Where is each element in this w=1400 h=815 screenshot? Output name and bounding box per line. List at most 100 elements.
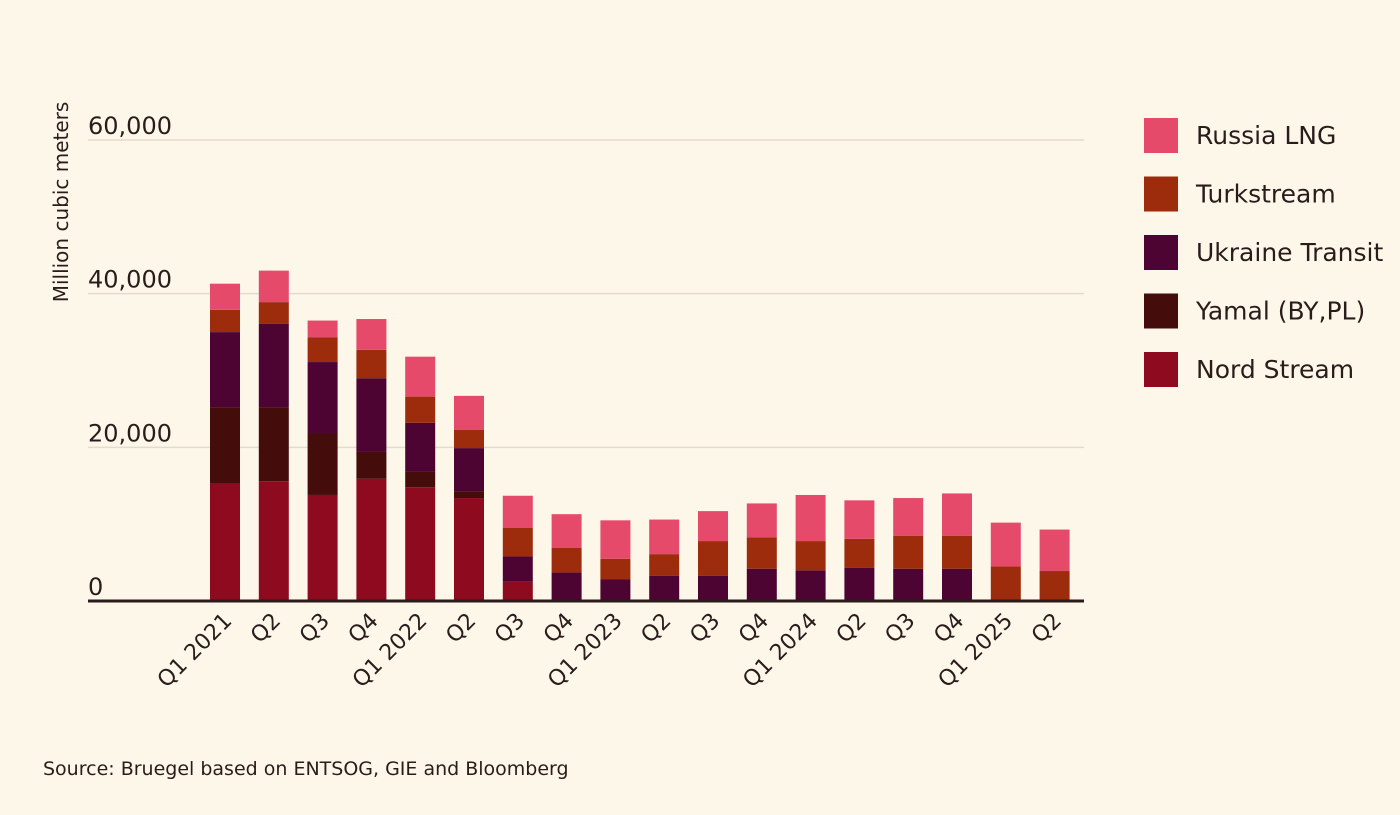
- bar-segment: [649, 575, 680, 601]
- legend-swatch: [1144, 235, 1178, 270]
- x-tick-label: Q2: [246, 609, 286, 649]
- bar-segment: [990, 566, 1021, 601]
- x-tick-label: Q3: [490, 609, 530, 649]
- y-tick-label: 0: [88, 573, 103, 601]
- bar-segment: [307, 362, 338, 434]
- bar-segment: [649, 519, 680, 555]
- legend-label: Yamal (BY,PL): [1195, 297, 1365, 326]
- bar-segment: [698, 511, 728, 542]
- bar-segment: [746, 568, 777, 601]
- bar-segment: [795, 541, 826, 571]
- bar-segment: [942, 568, 972, 601]
- x-tick-label: Q3: [881, 609, 921, 649]
- x-tick-label: Q2: [441, 609, 481, 649]
- bar-segment: [405, 471, 436, 488]
- bar-segment: [698, 541, 728, 576]
- x-tick-label: Q2: [637, 609, 677, 649]
- bar-segment: [210, 283, 240, 310]
- y-tick-label: 60,000: [88, 112, 172, 140]
- bar-segment: [746, 537, 777, 569]
- legend-swatch: [1144, 293, 1178, 329]
- grid-lines: [88, 139, 1084, 449]
- bar-segment: [844, 567, 875, 601]
- bar-segment: [307, 433, 338, 495]
- bar-segment: [258, 323, 289, 408]
- bar-segment: [600, 579, 631, 601]
- bar-segment: [746, 503, 777, 538]
- bar-segment: [649, 554, 680, 576]
- x-tick-label: Q1 2021: [153, 609, 237, 693]
- y-tick-label: 40,000: [88, 266, 172, 294]
- bar-segment: [795, 570, 826, 601]
- bar-segment: [795, 494, 826, 542]
- bar-segment: [258, 481, 289, 601]
- bar-segment: [258, 270, 289, 303]
- x-tick-label: Q3: [685, 609, 725, 649]
- x-tick-label: Q4: [344, 609, 384, 649]
- legend-swatch: [1144, 176, 1178, 212]
- bar-segment: [258, 302, 289, 324]
- legend-label: Ukraine Transit: [1196, 238, 1384, 267]
- bar-segment: [600, 520, 631, 559]
- bar-segment: [258, 407, 289, 482]
- bar-segment: [551, 572, 582, 601]
- bar-segment: [356, 349, 387, 379]
- x-tick-label: Q4: [539, 609, 579, 649]
- bar-segment: [1039, 571, 1070, 601]
- legend-label: Russia LNG: [1196, 121, 1336, 150]
- bar-segment: [405, 487, 436, 601]
- x-tick-label: Q3: [295, 609, 335, 649]
- x-tick-label: Q2: [1027, 609, 1067, 649]
- bar-segment: [502, 556, 533, 582]
- bar-segment: [356, 478, 387, 601]
- bar-segment: [893, 498, 924, 536]
- bar-segment: [942, 493, 972, 536]
- bar-segment: [307, 337, 338, 363]
- bar-segment: [307, 494, 338, 601]
- bar-segment: [844, 500, 875, 539]
- bar-segment: [551, 547, 582, 573]
- bar-segment: [502, 495, 533, 529]
- y-axis-ticks: 0 20,000 40,000 60,000: [88, 112, 172, 601]
- bar-segment: [210, 407, 240, 484]
- legend-swatch: [1144, 118, 1178, 153]
- source-note: Source: Bruegel based on ENTSOG, GIE and…: [43, 758, 569, 780]
- x-tick-label: Q4: [734, 609, 774, 649]
- bar-segment: [307, 320, 338, 338]
- y-tick-label: 20,000: [88, 419, 172, 447]
- bar-segment: [356, 451, 387, 479]
- x-tick-label: Q2: [832, 609, 872, 649]
- bar-segment: [990, 522, 1021, 567]
- bar-segment: [454, 395, 484, 430]
- bar-segment: [942, 535, 972, 569]
- bar-segment: [600, 558, 631, 580]
- bar-segment: [405, 356, 436, 397]
- bar-segment: [1039, 529, 1070, 572]
- bar-segment: [210, 483, 240, 601]
- bar-segment: [893, 535, 924, 569]
- x-tick-label: Q4: [929, 609, 969, 649]
- bar-segment: [405, 422, 436, 472]
- bar-segment: [210, 332, 240, 408]
- bars: [210, 270, 1070, 601]
- bar-segment: [502, 528, 533, 557]
- bar-segment: [893, 568, 924, 601]
- bar-segment: [698, 575, 728, 601]
- legend-label: Turkstream: [1195, 180, 1336, 209]
- bar-segment: [454, 448, 484, 492]
- legend: Russia LNG Turkstream Ukraine Transit Yamal…: [1144, 118, 1384, 387]
- bar-segment: [210, 309, 240, 333]
- y-axis-label: Million cubic meters: [49, 102, 73, 303]
- bar-segment: [454, 491, 484, 499]
- bar-segment: [454, 429, 484, 449]
- legend-swatch: [1144, 352, 1178, 387]
- bar-segment: [551, 514, 582, 548]
- bar-segment: [405, 396, 436, 423]
- legend-label: Nord Stream: [1196, 355, 1354, 384]
- bar-segment: [356, 319, 387, 350]
- bar-segment: [356, 378, 387, 452]
- bar-segment: [844, 538, 875, 568]
